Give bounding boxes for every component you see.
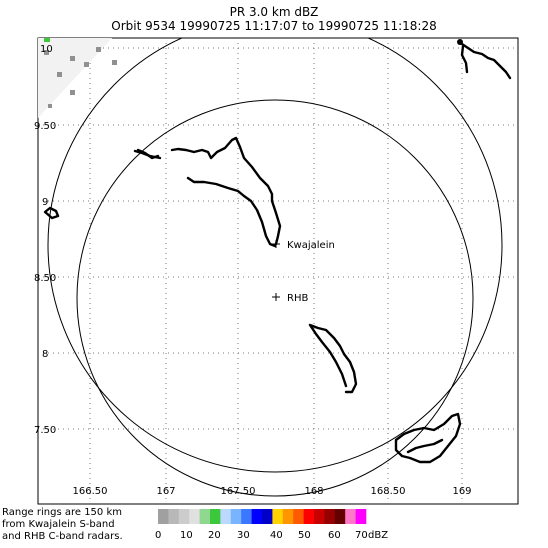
colorbar-label: 70 — [355, 530, 368, 541]
place-label-rhb: RHB — [287, 293, 308, 304]
echo-pixel — [70, 90, 75, 95]
y-tick-label-7-50: 7.50 — [34, 425, 56, 436]
colorbar-swatch — [314, 509, 325, 524]
colorbar-swatch — [303, 509, 315, 524]
colorbar-label: 30 — [237, 530, 250, 541]
place-label-kwajalein: Kwajalein — [287, 240, 335, 251]
grid-lines — [38, 38, 518, 504]
colorbar-swatch — [189, 509, 200, 524]
coastline-dot-northeast — [457, 39, 463, 45]
y-tick-label-9-50: 9.50 — [34, 121, 56, 132]
x-tick-label-167: 167 — [156, 486, 175, 497]
y-tick-label-8: 8 — [42, 349, 48, 360]
colorbar-swatch — [230, 509, 242, 524]
coastline-atoll-southeast-central — [308, 323, 358, 394]
coastline-atoll-south — [394, 412, 462, 464]
colorbar-label: 40 — [270, 530, 283, 541]
colorbar-label: 20 — [208, 530, 221, 541]
colorbar-label: 0 — [155, 530, 162, 541]
echo-pixel — [84, 62, 89, 67]
x-tick-label-168-50: 168.50 — [371, 486, 406, 497]
y-tick-label-9: 9 — [42, 197, 48, 208]
echo-pixel — [70, 56, 75, 61]
note-line: from Kwajalein S-band — [2, 519, 115, 530]
note-line: Range rings are 150 km — [2, 507, 122, 518]
map-title: PR 3.0 km dBZ — [229, 5, 319, 19]
colorbar-label: 50 — [298, 530, 311, 541]
y-tick-label-8-50: 8.50 — [34, 273, 56, 284]
colorbar-swatch — [168, 509, 180, 524]
colorbar-label: 10 — [180, 530, 193, 541]
colorbar-label: 60 — [328, 530, 341, 541]
echo-pixel — [112, 60, 117, 65]
colorbar-swatch — [293, 509, 304, 524]
colorbar-swatch — [272, 509, 284, 524]
colorbar-swatch — [345, 509, 356, 524]
x-tick-label-168: 168 — [304, 486, 323, 497]
y-tick-label-10: 10 — [40, 44, 53, 55]
echo-pixel — [96, 47, 101, 52]
x-tick-label-167-50: 167.50 — [221, 486, 256, 497]
radar-echo-pixels — [31, 47, 117, 108]
colorbar-swatch — [334, 509, 346, 524]
echo-pixel — [44, 50, 49, 55]
colorbar — [158, 509, 367, 524]
colorbar-swatch — [262, 509, 273, 524]
colorbar-swatch — [210, 509, 221, 524]
x-tick-label-166-50: 166.50 — [73, 486, 108, 497]
colorbar-swatch — [178, 509, 190, 524]
coastline-kwajalein-north-tip — [136, 148, 160, 160]
map-frame — [37, 37, 519, 505]
colorbar-swatch — [199, 509, 211, 524]
x-tick-label-169: 169 — [452, 486, 471, 497]
range-ring-rhb — [76, 99, 474, 497]
colorbar-swatch — [241, 509, 252, 524]
coastline-islet-west — [43, 206, 60, 220]
colorbar-swatch — [251, 509, 263, 524]
colorbar-unit: dBZ — [368, 530, 389, 541]
echo-pixel — [57, 72, 62, 77]
note-line: and RHB C-band radars. — [2, 531, 123, 542]
range-ring-kwajalein — [47, 38, 503, 473]
echo-pixel-green — [44, 38, 50, 42]
colorbar-swatch — [324, 509, 336, 524]
coastline-atoll-northeast — [457, 40, 512, 80]
colorbar-swatch — [158, 509, 169, 524]
radar-swath-corner — [38, 38, 112, 118]
orbit-subtitle: Orbit 9534 19990725 11:17:07 to 19990725… — [111, 19, 437, 33]
echo-pixel — [31, 64, 36, 69]
colorbar-swatch — [355, 509, 367, 524]
echo-pixel — [48, 104, 52, 108]
colorbar-swatch — [220, 509, 232, 524]
colorbar-swatch — [282, 509, 294, 524]
